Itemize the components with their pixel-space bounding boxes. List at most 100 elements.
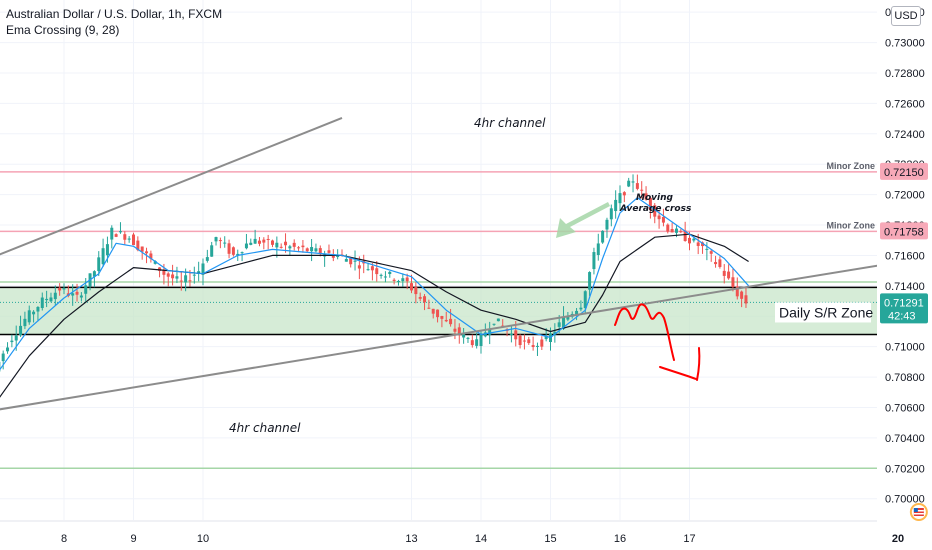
channel-upper-line (0, 117, 343, 256)
candle-body (383, 276, 387, 278)
candle-body (327, 250, 331, 253)
candle-body (375, 268, 379, 275)
candle-body (475, 339, 479, 346)
indicator-label[interactable]: Ema Crossing (9, 28) (6, 23, 120, 37)
candle-body (457, 327, 461, 336)
y-tick-label: 0.70400 (885, 433, 925, 445)
candle-body (305, 248, 309, 252)
candle-body (192, 274, 196, 276)
x-tick-label: 15 (544, 533, 556, 545)
x-tick-label: 14 (475, 533, 487, 545)
ema-layer (0, 197, 750, 398)
candle-body (622, 192, 626, 196)
candle-body (175, 276, 179, 279)
symbol-title[interactable]: Australian Dollar / U.S. Dollar, 1h, FXC… (6, 7, 223, 21)
candle-body (231, 247, 235, 255)
candle-body (661, 216, 665, 223)
candle-body (449, 318, 453, 325)
levels-layer: Minor Zone Minor Zone (0, 161, 877, 470)
sr-zone-label: Daily S/R Zone (779, 304, 873, 320)
candle-body (101, 248, 105, 265)
candle-body (79, 295, 83, 298)
candle-body (262, 239, 266, 243)
candle-body (149, 253, 153, 259)
candle-body (53, 292, 57, 300)
level-price-tag-text-0: 0.72150 (884, 167, 924, 179)
candle-body (544, 336, 548, 340)
candle-body (540, 339, 544, 347)
candle-body (32, 311, 36, 315)
candle-body (488, 329, 492, 335)
candle-body (531, 345, 535, 348)
candle-body (596, 243, 600, 255)
x-tick-label: 17 (683, 533, 695, 545)
candle-body (453, 328, 457, 332)
economic-event-icon[interactable] (909, 503, 928, 521)
candle-body (657, 215, 661, 220)
sr-zone-label-bg (775, 302, 871, 323)
candle-body (45, 298, 49, 301)
candle-body (275, 242, 279, 248)
candle-body (314, 248, 318, 252)
level-label-0: Minor Zone (827, 161, 876, 171)
candle-body (427, 307, 431, 309)
candle-body (418, 297, 422, 299)
candle-body (679, 231, 683, 233)
candle-body (735, 286, 739, 297)
events-layer[interactable] (909, 503, 932, 521)
candle-body (336, 255, 340, 258)
y-tick-label: 0.71400 (885, 281, 925, 293)
candle-body (631, 181, 635, 183)
candle-body (444, 319, 448, 322)
y-tick-label: 0.72400 (885, 129, 925, 141)
candle-body (592, 252, 596, 270)
chart-legend[interactable]: Australian Dollar / U.S. Dollar, 1h, FXC… (6, 6, 222, 38)
y-tick-label: 0.71000 (885, 342, 925, 354)
candle-body (601, 230, 605, 243)
candle-body (166, 273, 170, 277)
currency-badge[interactable]: USD (891, 6, 921, 26)
candle-body (279, 246, 283, 248)
candle-body (683, 230, 687, 241)
candle-body (158, 267, 162, 271)
y-axis[interactable]: 0.732000.730000.728000.726000.724000.722… (877, 0, 932, 550)
candle-body (227, 243, 231, 254)
candle-body (440, 316, 444, 319)
candle-body (705, 248, 709, 250)
candle-body (92, 271, 96, 277)
candle-body (696, 242, 700, 246)
candle-body (153, 261, 157, 264)
candle-body (244, 243, 248, 249)
candle-body (731, 277, 735, 287)
y-tick-label: 0.71600 (885, 250, 925, 262)
x-axis[interactable]: 8910131415161720212223 (0, 520, 932, 545)
x-tick-label: 10 (197, 533, 209, 545)
candle-body (518, 335, 522, 346)
y-tick-label: 0.70200 (885, 463, 925, 475)
candle-body (288, 246, 292, 249)
channel-layer: 4hr channel 4hr channel (0, 116, 932, 435)
candle-body (105, 244, 109, 256)
candle-body (405, 277, 409, 282)
candle-body (509, 333, 513, 335)
candle-body (27, 310, 31, 323)
candle-body (379, 274, 383, 276)
candle-body (23, 318, 27, 327)
x-tick-label: 16 (614, 533, 626, 545)
level-label-1: Minor Zone (827, 220, 876, 230)
candle-body (197, 271, 201, 274)
candle-body (49, 297, 53, 302)
candle-body (727, 271, 731, 279)
candle-body (271, 240, 274, 245)
candle-body (670, 229, 674, 233)
candle-body (605, 219, 609, 230)
candle-body (370, 266, 374, 271)
candle-body (344, 258, 348, 262)
event-flag-stripes (913, 508, 924, 516)
candle-body (249, 242, 253, 245)
candle-body (618, 193, 622, 204)
x-tick-label: 9 (130, 533, 136, 545)
candle-body (423, 296, 427, 303)
current-price-countdown: 42:43 (888, 310, 916, 322)
